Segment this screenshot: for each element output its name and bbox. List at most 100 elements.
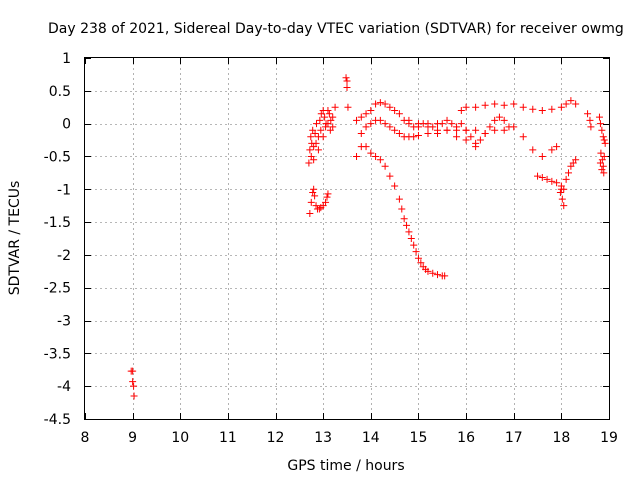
data-point — [457, 120, 465, 128]
data-point — [329, 123, 337, 131]
data-point — [317, 126, 325, 134]
data-point — [310, 156, 318, 164]
chart-title: Day 238 of 2021, Sidereal Day-to-day VTE… — [48, 21, 624, 37]
data-point — [599, 162, 607, 170]
x-tick-label: 19 — [600, 430, 618, 446]
data-point — [500, 101, 508, 109]
data-point — [598, 126, 606, 134]
x-tick-label: 12 — [267, 430, 285, 446]
data-point — [376, 116, 384, 124]
data-point — [558, 195, 566, 203]
data-point — [481, 101, 489, 109]
data-point — [553, 179, 561, 187]
data-point — [410, 133, 418, 141]
data-point — [357, 129, 365, 137]
data-point — [316, 116, 324, 124]
y-tick-label: 1 — [62, 51, 71, 67]
data-point — [598, 166, 606, 174]
data-point — [486, 123, 494, 131]
data-point — [372, 152, 380, 160]
data-point — [405, 116, 413, 124]
data-point — [443, 116, 451, 124]
data-point — [391, 107, 399, 115]
data-point — [417, 259, 425, 267]
data-point — [310, 185, 318, 193]
data-point — [403, 221, 411, 229]
data-point — [596, 120, 604, 128]
data-point — [453, 126, 461, 134]
data-point — [376, 99, 384, 107]
data-point — [441, 272, 449, 280]
data-point — [357, 113, 365, 121]
data-point — [306, 210, 314, 218]
data-point — [453, 133, 461, 141]
data-point — [519, 103, 527, 111]
data-point — [600, 169, 608, 177]
data-point — [434, 271, 442, 279]
data-point — [529, 105, 537, 113]
data-point — [510, 100, 518, 108]
data-point — [414, 131, 422, 139]
data-point — [481, 129, 489, 137]
y-tick-label: -0.5 — [44, 149, 71, 165]
data-point — [324, 107, 332, 115]
x-tick-label: 9 — [128, 430, 137, 446]
data-point — [398, 205, 406, 213]
data-point — [557, 185, 565, 193]
x-tick-label: 17 — [505, 430, 523, 446]
data-point — [472, 103, 480, 111]
x-tick-label: 8 — [81, 430, 90, 446]
y-tick-label: 0 — [62, 117, 71, 133]
data-point — [556, 189, 564, 197]
data-point — [353, 116, 361, 124]
data-point — [386, 172, 394, 180]
x-tick-label: 15 — [410, 430, 428, 446]
data-point — [367, 107, 375, 115]
x-tick-label: 10 — [171, 430, 189, 446]
data-point — [538, 173, 546, 181]
data-point — [543, 175, 551, 183]
y-tick-label: -3 — [57, 314, 71, 330]
data-point — [491, 116, 499, 124]
data-point — [129, 367, 137, 375]
x-axis-title: GPS time / hours — [287, 458, 404, 474]
data-point — [129, 378, 137, 386]
data-point — [367, 149, 375, 157]
data-point — [395, 195, 403, 203]
data-point — [560, 202, 568, 210]
data-point — [311, 192, 319, 200]
data-point — [472, 139, 480, 147]
data-point — [353, 152, 361, 160]
data-point — [495, 113, 503, 121]
data-point — [325, 110, 333, 118]
data-point — [323, 193, 331, 201]
data-point — [548, 146, 556, 154]
data-point — [391, 126, 399, 134]
data-point — [311, 129, 319, 137]
data-point — [391, 182, 399, 190]
x-tick-labels: 8 9 10 11 12 13 14 15 16 17 18 19 — [81, 430, 618, 446]
y-tick-labels: 1 0.5 0 -0.5 -1 -1.5 -2 -2.5 -3 -3.5 -4 -4.5 — [44, 51, 71, 428]
data-point — [376, 156, 384, 164]
data-point — [424, 267, 432, 275]
data-point — [306, 146, 314, 154]
data-point — [595, 113, 603, 121]
data-point — [567, 97, 575, 105]
data-point — [586, 116, 594, 124]
data-point — [381, 120, 389, 128]
data-point — [600, 136, 608, 144]
data-point — [362, 123, 370, 131]
data-point — [572, 100, 580, 108]
grid-lines — [85, 58, 609, 419]
data-point — [367, 120, 375, 128]
data-point — [317, 110, 325, 118]
data-point — [565, 169, 573, 177]
data-point — [500, 126, 508, 134]
data-point — [572, 156, 580, 164]
data-point — [414, 254, 422, 262]
y-tick-label: -3.5 — [44, 346, 71, 362]
y-tick-label: -4 — [57, 379, 71, 395]
data-point — [319, 133, 327, 141]
data-point — [130, 382, 138, 390]
